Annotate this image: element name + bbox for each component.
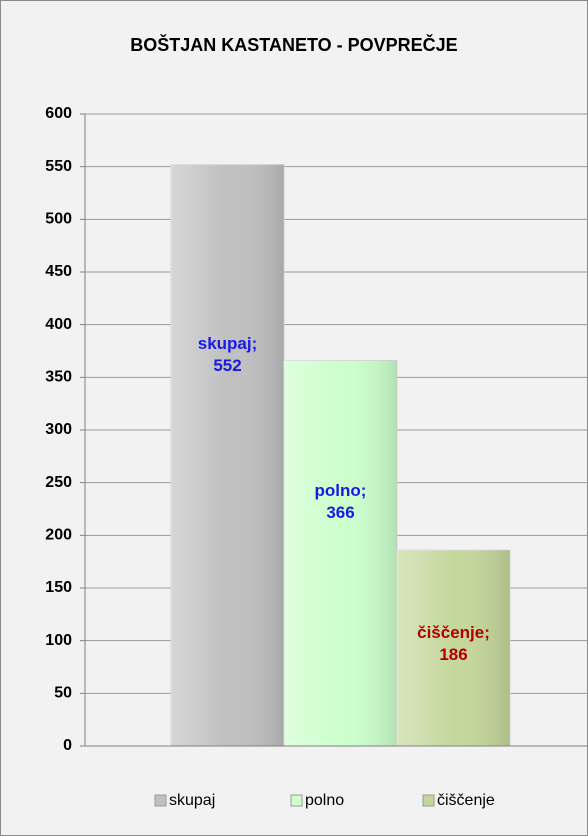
data-label: polno; 366 [314,480,367,522]
y-tick-label: 150 [45,579,72,596]
y-tick-label: 300 [45,421,72,438]
y-tick-label: 250 [45,474,72,491]
y-tick-label: 350 [45,369,72,386]
y-tick-label: 200 [45,527,72,544]
legend-label: čiščenje [437,792,495,809]
y-tick-label: 600 [45,105,72,122]
y-tick-label: 0 [63,737,72,754]
y-tick-label: 450 [45,263,72,280]
legend-swatch [290,794,303,807]
legend-swatch [422,794,435,807]
y-tick-label: 100 [45,632,72,649]
bar-shade [397,550,510,746]
legend-label: polno [305,792,344,809]
legend-label: skupaj [169,792,215,809]
bar-shade [284,360,397,746]
data-label: čiščenje; 186 [417,623,490,665]
y-tick-label: 500 [45,211,72,228]
bar-shade [171,164,284,746]
legend-swatch [154,794,167,807]
y-tick-label: 550 [45,158,72,175]
y-tick-label: 50 [54,685,72,702]
data-label: skupaj; 552 [197,333,258,375]
chart-title: BOŠTJAN KASTANETO - POVPREČJE [130,34,457,55]
y-tick-label: 400 [45,316,72,333]
